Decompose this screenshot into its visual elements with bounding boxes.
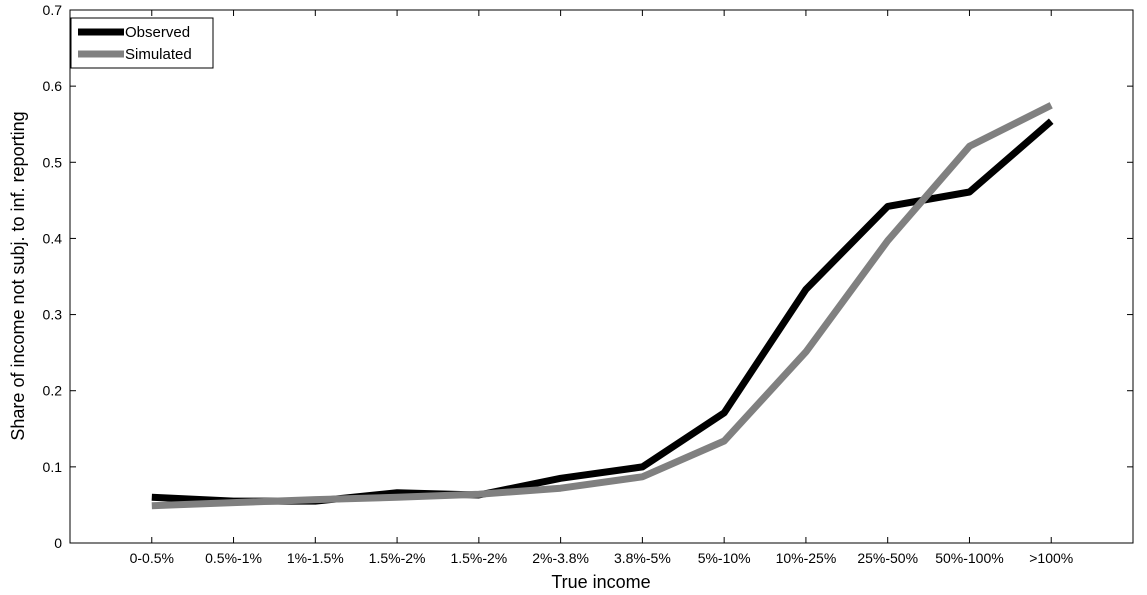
y-tick-label: 0: [54, 535, 62, 551]
x-tick-label: 0.5%-1%: [205, 550, 262, 566]
x-axis-label: True income: [551, 572, 650, 592]
x-tick-label: 25%-50%: [857, 550, 918, 566]
x-tick-label: 1.5%-2%: [369, 550, 426, 566]
x-tick-label: 5%-10%: [698, 550, 751, 566]
x-tick-label: 1.5%-2%: [450, 550, 507, 566]
y-tick-label: 0.4: [43, 230, 63, 246]
series-line-simulated: [151, 102, 1053, 510]
x-tick-label: 10%-25%: [776, 550, 837, 566]
y-tick-label: 0.1: [43, 459, 63, 475]
y-tick-label: 0.3: [43, 307, 63, 323]
plot-background: [70, 10, 1133, 543]
x-axis-ticks: 0-0.5% 0.5%-1% 1%-1.5% 1.5%-2% 1.5%-2% 2%-3.8…: [130, 10, 1073, 566]
legend-box: [70, 17, 214, 69]
x-tick-label: 0-0.5%: [130, 550, 174, 566]
x-tick-label: >100%: [1029, 550, 1073, 566]
legend: Observed Simulated: [70, 17, 214, 69]
y-tick-label: 0.5: [43, 154, 63, 170]
legend-label-simulated: Simulated: [125, 46, 192, 63]
y-axis-label: Share of income not subj. to inf. report…: [8, 111, 28, 440]
y-tick-label: 0.7: [43, 2, 63, 18]
legend-label-observed: Observed: [125, 24, 190, 41]
x-tick-label: 2%-3.8%: [532, 550, 589, 566]
series-lines: [151, 102, 1054, 510]
plot-frame: [69, 9, 1134, 544]
y-tick-label: 0.6: [43, 78, 63, 94]
x-tick-label: 3.8%-5%: [614, 550, 671, 566]
y-tick-label: 0.2: [43, 383, 63, 399]
x-tick-label: 1%-1.5%: [287, 550, 344, 566]
x-tick-label: 50%-100%: [935, 550, 1004, 566]
y-axis-ticks: 0 0.1 0.2 0.3 0.4 0.5 0.6 0.7: [43, 2, 1133, 551]
